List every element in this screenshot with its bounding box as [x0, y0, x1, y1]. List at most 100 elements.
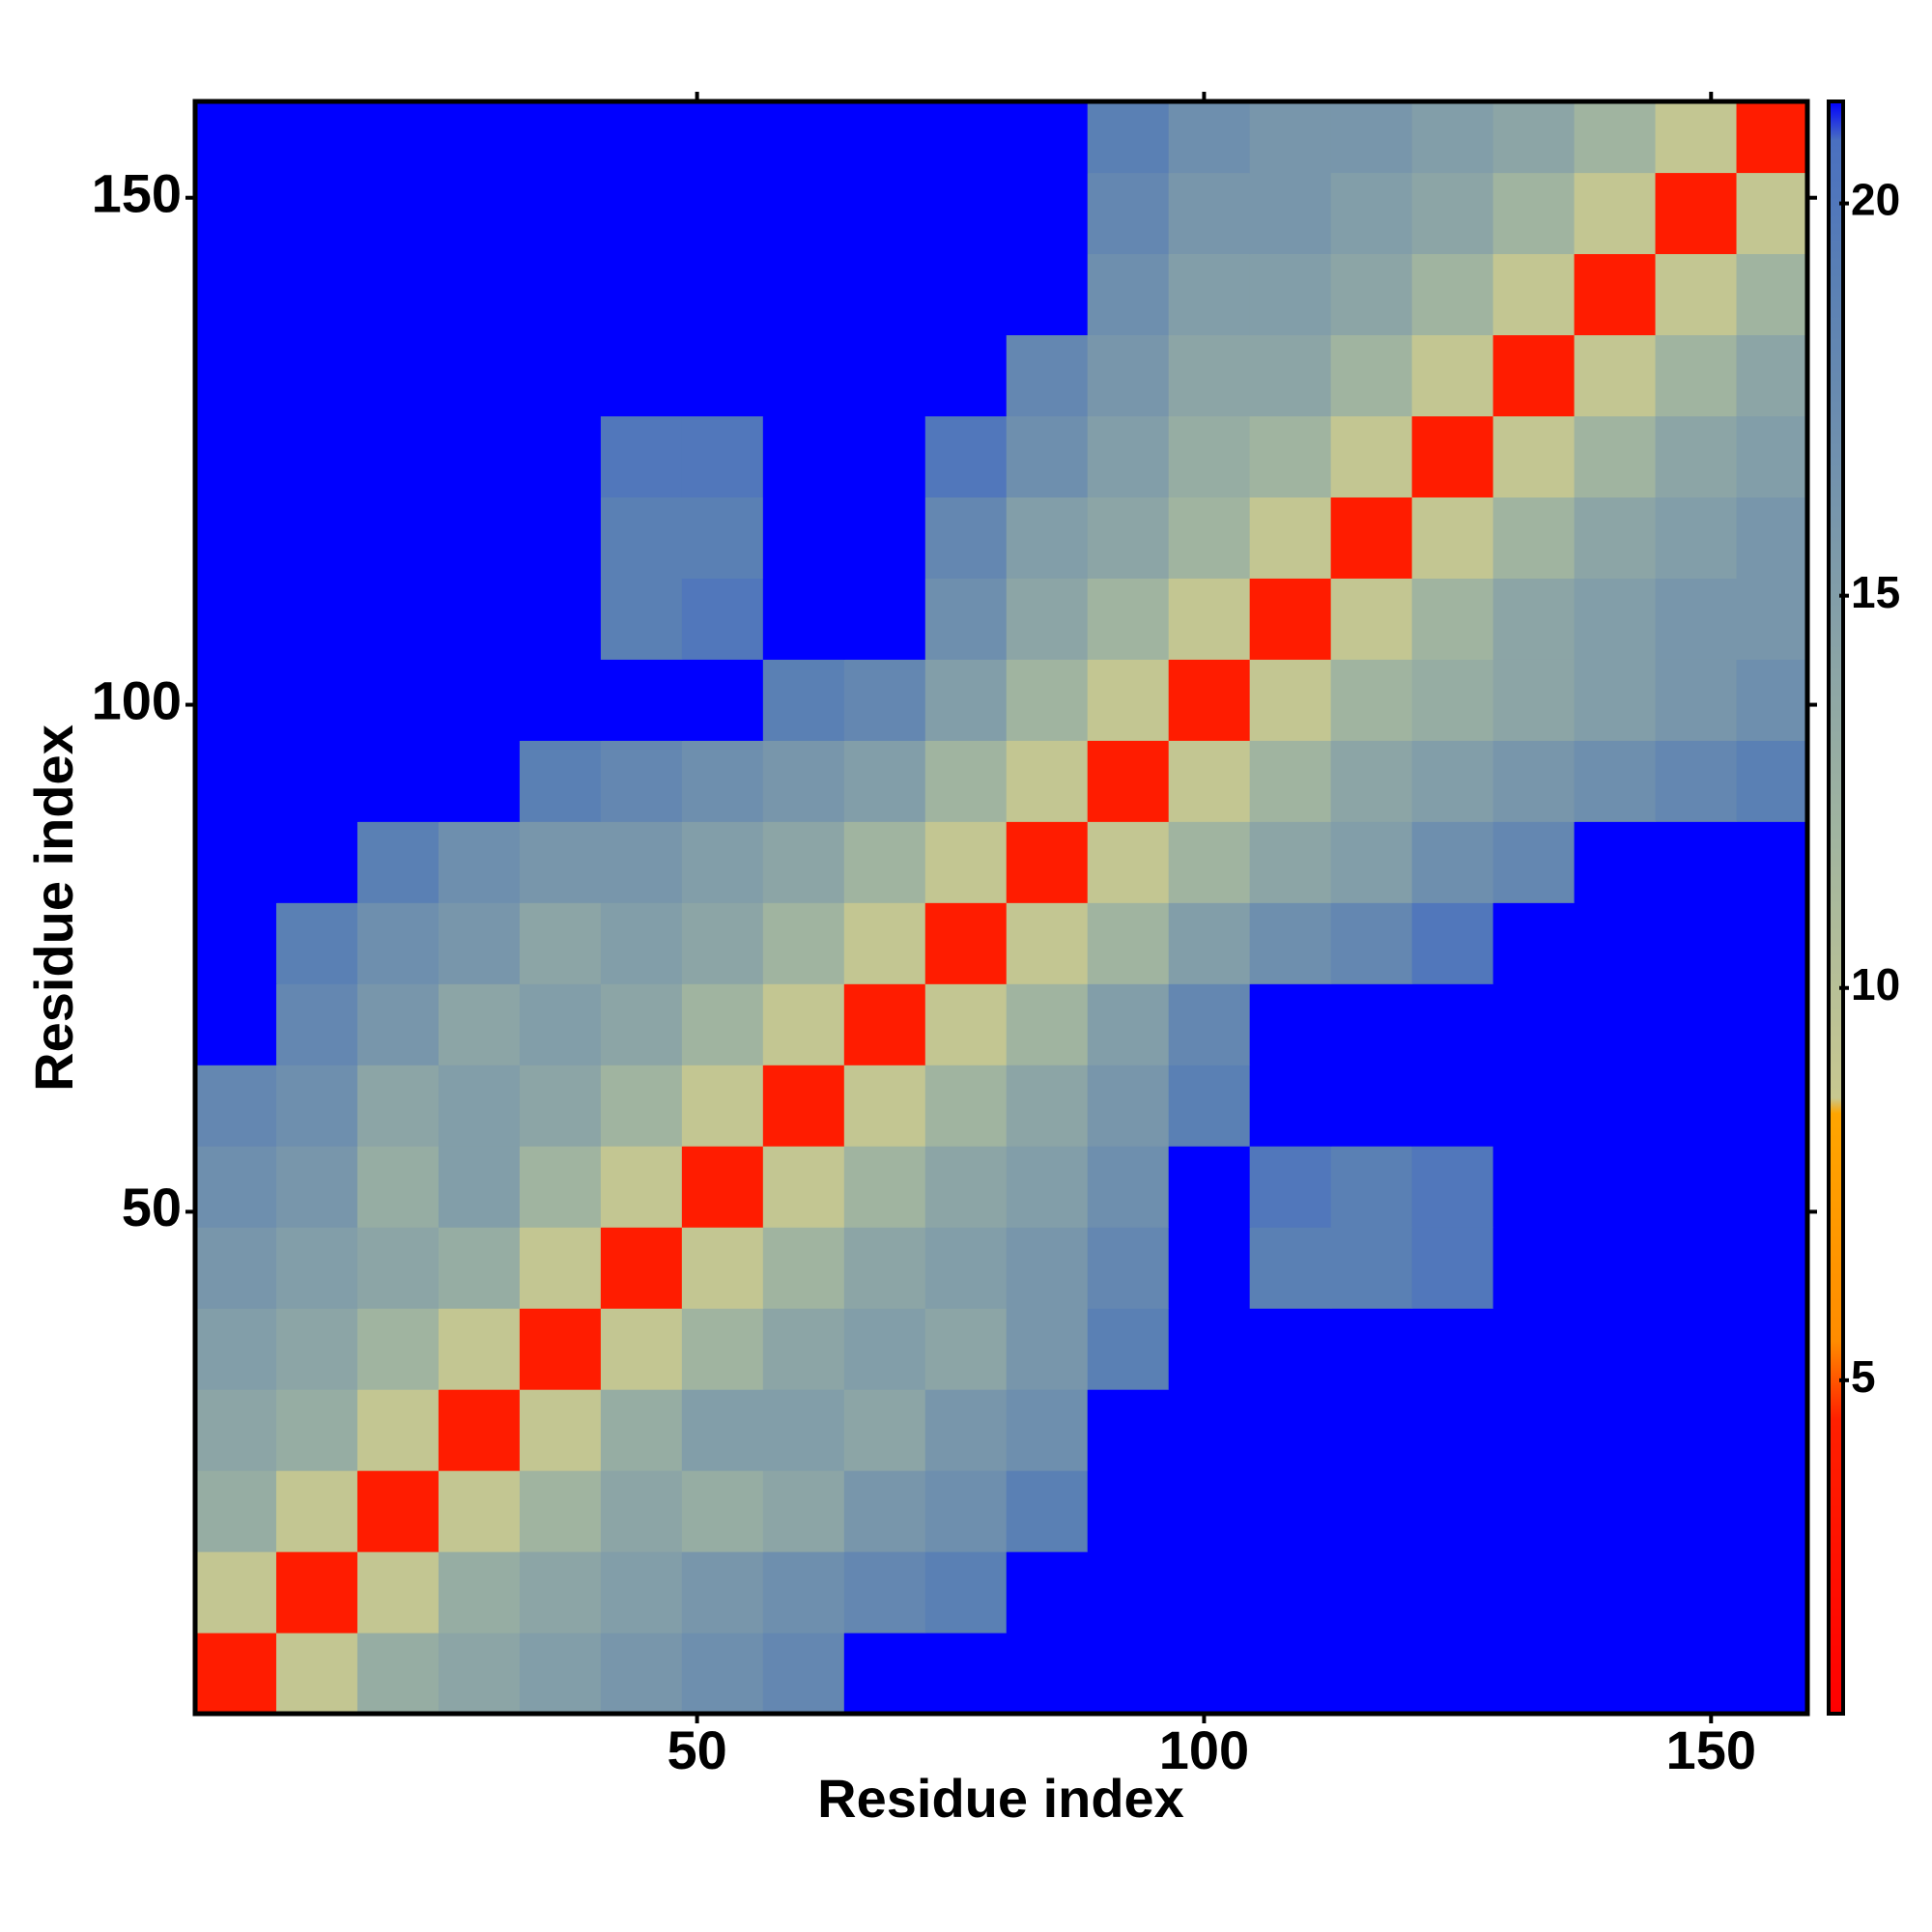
heatmap-cell [1655, 1308, 1738, 1390]
heatmap-cell [1736, 1065, 1808, 1147]
heatmap-cell [1006, 1633, 1089, 1715]
heatmap-cell [762, 497, 845, 579]
heatmap-cell [1736, 1633, 1808, 1715]
heatmap-cell [1168, 740, 1251, 822]
heatmap-cell [275, 101, 358, 174]
heatmap-cell [1736, 1227, 1808, 1309]
heatmap-cell [924, 172, 1008, 255]
heatmap-cell [1006, 1308, 1089, 1390]
heatmap-cell [275, 1633, 358, 1715]
heatmap-cell [600, 101, 683, 174]
heatmap-cell [519, 415, 602, 497]
heatmap-cell [1249, 902, 1332, 984]
heatmap-cell [519, 172, 602, 255]
heatmap-cell [1574, 1633, 1657, 1715]
heatmap-cell [762, 334, 845, 417]
heatmap-cell [195, 821, 277, 903]
heatmap-cell [924, 497, 1008, 579]
heatmap-cell [1411, 1227, 1494, 1309]
heatmap-cell [438, 1227, 521, 1309]
heatmap-cell [356, 1146, 440, 1228]
y-axis-title: Residue index [23, 724, 84, 1092]
heatmap-cell [1574, 1551, 1657, 1634]
heatmap-cell [1411, 415, 1494, 497]
heatmap-cell [1330, 101, 1413, 174]
heatmap-cell [1492, 578, 1576, 660]
heatmap-cell [681, 983, 764, 1065]
heatmap-cell [600, 497, 683, 579]
heatmap-cell [1249, 1389, 1332, 1471]
heatmap-cell [843, 1227, 926, 1309]
heatmap-cell [519, 1633, 602, 1715]
heatmap-cell [762, 659, 845, 741]
heatmap-cell [195, 334, 277, 417]
heatmap-cell [195, 902, 277, 984]
heatmap-cell [1411, 740, 1494, 822]
heatmap-cell [1574, 902, 1657, 984]
heatmap-cell [1249, 740, 1332, 822]
heatmap-cell [843, 740, 926, 822]
heatmap-cell [1087, 983, 1170, 1065]
heatmap-cell [519, 253, 602, 336]
heatmap-cell [275, 1389, 358, 1471]
heatmap-cell [1492, 1308, 1576, 1390]
heatmap-cell [1168, 334, 1251, 417]
heatmap-cell [1492, 1633, 1576, 1715]
heatmap-cell [356, 740, 440, 822]
heatmap-cell [681, 1470, 764, 1552]
heatmap-cell [1655, 1551, 1738, 1634]
heatmap-cell [356, 497, 440, 579]
colorbar-tick-label: 15 [1851, 567, 1900, 617]
heatmap-cell [1736, 1146, 1808, 1228]
heatmap-cell [1736, 1389, 1808, 1471]
heatmap-cell [275, 415, 358, 497]
heatmap-cell [195, 740, 277, 822]
heatmap-cell [519, 497, 602, 579]
heatmap-cell [1330, 253, 1413, 336]
heatmap-cell [519, 578, 602, 660]
heatmap-cell [356, 983, 440, 1065]
heatmap-cell [1492, 1146, 1576, 1228]
heatmap-cell [1087, 1551, 1170, 1634]
heatmap-cell [1330, 1470, 1413, 1552]
heatmap-cell [681, 1551, 764, 1634]
heatmap-cell [275, 497, 358, 579]
heatmap-cell [1249, 1227, 1332, 1309]
heatmap-cell [924, 1146, 1008, 1228]
heatmap-cell [1168, 415, 1251, 497]
heatmap-cell [195, 253, 277, 336]
plot-frame [192, 99, 1810, 1717]
heatmap-cell [1087, 740, 1170, 822]
heatmap-cell [681, 1227, 764, 1309]
heatmap-cell [1411, 1146, 1494, 1228]
heatmap-cell [924, 1633, 1008, 1715]
y-tick-label: 50 [122, 1177, 182, 1237]
heatmap-cell [600, 1633, 683, 1715]
heatmap-cell [600, 334, 683, 417]
heatmap-cell [1655, 1470, 1738, 1552]
heatmap-cell [1736, 740, 1808, 822]
heatmap-cell [1411, 659, 1494, 741]
heatmap-cell [438, 253, 521, 336]
heatmap-cell [356, 172, 440, 255]
heatmap-cell [924, 415, 1008, 497]
heatmap-cell [519, 101, 602, 174]
heatmap-cell [1574, 740, 1657, 822]
heatmap-cell [843, 253, 926, 336]
heatmap-cell [1168, 983, 1251, 1065]
heatmap-cell [1411, 1470, 1494, 1552]
heatmap-cell [356, 902, 440, 984]
heatmap-cell [924, 1470, 1008, 1552]
heatmap-cell [1574, 415, 1657, 497]
heatmap-cell [1006, 902, 1089, 984]
heatmap-cell [1492, 902, 1576, 984]
heatmap-cell [1655, 740, 1738, 822]
heatmap-cell [924, 902, 1008, 984]
heatmap-cell [1492, 983, 1576, 1065]
heatmap-cell [1492, 740, 1576, 822]
heatmap-cell [275, 1470, 358, 1552]
heatmap-cell [275, 172, 358, 255]
heatmap-cell [1087, 1308, 1170, 1390]
heatmap-cell [762, 740, 845, 822]
heatmap-cell [843, 821, 926, 903]
